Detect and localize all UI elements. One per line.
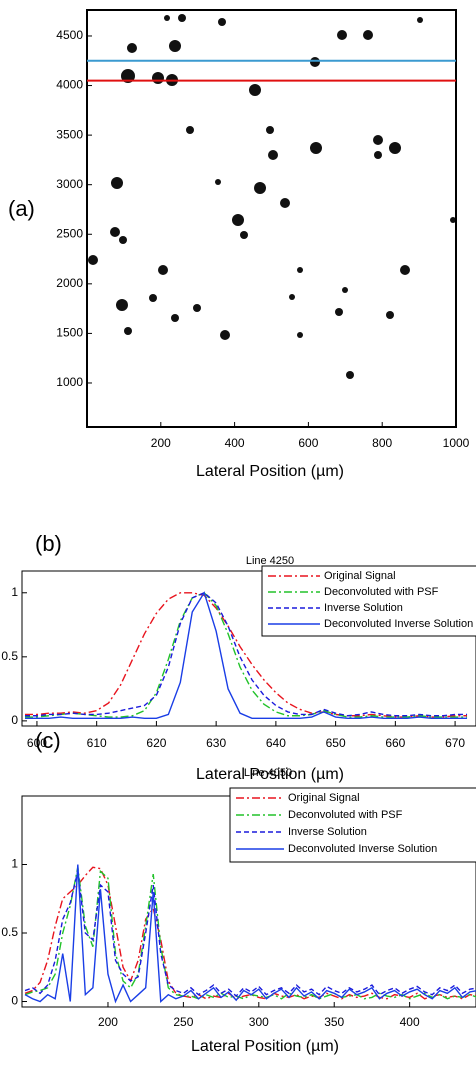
legend-label: Deconvoluted Inverse Solution <box>324 618 473 630</box>
panel-label: (c) <box>35 728 61 753</box>
y-tick-label: 4000 <box>56 78 83 92</box>
x-tick-label: 400 <box>400 1015 420 1029</box>
x-tick-label: 200 <box>151 436 171 450</box>
y-tick-label: 4500 <box>56 28 83 42</box>
y-tick-label: 1 <box>11 857 18 871</box>
x-tick-label: 350 <box>324 1015 344 1029</box>
series-line <box>24 867 476 1000</box>
y-tick-label: 0 <box>11 994 18 1008</box>
image-blobs <box>88 14 456 379</box>
series-line <box>24 591 468 717</box>
y-tick-label: 2500 <box>56 226 83 240</box>
x-axis-label: Lateral Position (µm) <box>196 766 344 783</box>
series-line <box>24 591 468 718</box>
x-axis-label: Lateral Position (µm) <box>191 1038 339 1055</box>
y-tick-label: 1500 <box>56 326 83 340</box>
legend-label: Inverse Solution <box>288 826 367 838</box>
y-tick-label: 1000 <box>56 375 83 389</box>
legend-label: Inverse Solution <box>324 602 403 614</box>
plot-frame <box>86 9 457 428</box>
x-tick-label: 610 <box>87 736 107 750</box>
legend-label: Deconvoluted with PSF <box>288 809 403 821</box>
y-tick-label: 0.5 <box>1 925 18 939</box>
y-tick-label: 3000 <box>56 177 83 191</box>
x-tick-label: 650 <box>326 736 346 750</box>
panel-label: (a) <box>8 196 35 221</box>
panel-label: (b) <box>35 531 62 556</box>
x-tick-label: 630 <box>206 736 226 750</box>
chart-title: Line 4250 <box>246 555 294 567</box>
y-tick-label: 1 <box>11 585 18 599</box>
x-tick-label: 620 <box>146 736 166 750</box>
series-line <box>24 866 476 1000</box>
x-tick-label: 400 <box>225 436 245 450</box>
x-tick-label: 300 <box>249 1015 269 1029</box>
x-axis-label: Lateral Position (µm) <box>196 463 344 480</box>
series-line <box>24 871 476 998</box>
x-tick-label: 1000 <box>443 436 470 450</box>
legend-label: Deconvoluted with PSF <box>324 586 439 598</box>
y-tick-label: 3500 <box>56 127 83 141</box>
series-line <box>24 591 468 720</box>
series-line <box>24 864 476 1004</box>
plot-frame <box>21 570 476 727</box>
legend-label: Original Signal <box>288 792 360 804</box>
x-tick-label: 200 <box>98 1015 118 1029</box>
y-tick-label: 0.5 <box>1 649 18 663</box>
x-tick-label: 660 <box>385 736 405 750</box>
y-tick-label: 0 <box>11 713 18 727</box>
legend-label: Deconvoluted Inverse Solution <box>288 843 437 855</box>
x-tick-label: 800 <box>372 436 392 450</box>
x-tick-label: 600 <box>298 436 318 450</box>
legend-label: Original Signal <box>324 570 396 582</box>
x-tick-label: 250 <box>173 1015 193 1029</box>
y-tick-label: 2000 <box>56 276 83 290</box>
x-tick-label: 600 <box>27 736 47 750</box>
x-tick-label: 640 <box>266 736 286 750</box>
x-tick-label: 670 <box>445 736 465 750</box>
chart-title: Line 4050 <box>244 767 292 779</box>
